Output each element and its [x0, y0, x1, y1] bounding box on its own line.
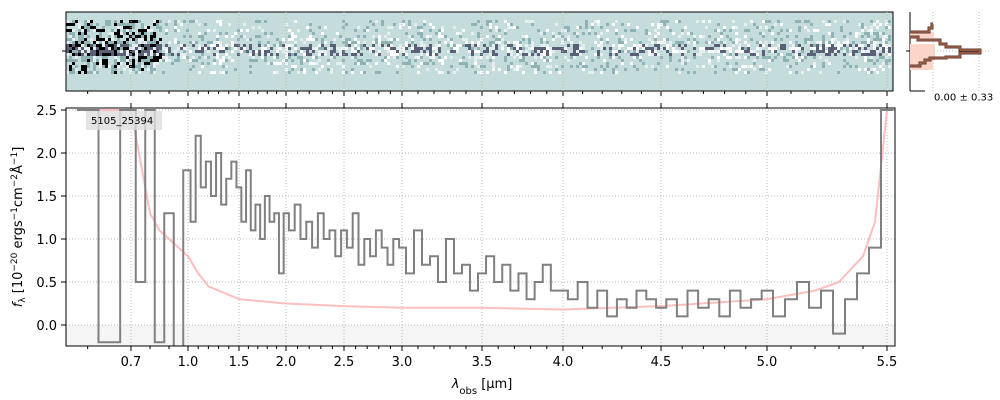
y-tick-label: 0.5 [36, 276, 57, 291]
x-tick-label: 5.0 [757, 355, 778, 370]
x-tick-label: 4.5 [651, 355, 672, 370]
main-plot: 5105_25394 0.7 1.0 1.5 2.0 2.5 3.0 3.5 4.0 4.5 5.… [10, 104, 897, 397]
2d-spectrum-panel [62, 11, 894, 108]
x-tick-label: 1.0 [178, 355, 199, 370]
x-tick-label: 4.0 [553, 355, 574, 370]
y-tick-label: 1.0 [36, 233, 57, 248]
x-tick-label: 1.5 [229, 355, 250, 370]
label-box [86, 111, 162, 130]
x-tick-label: 5.5 [877, 355, 898, 370]
profile-panel: 0.00 ± 0.33 [906, 12, 993, 103]
x-tick-label: 2.5 [334, 355, 355, 370]
y-tick-label: 2.0 [36, 147, 57, 162]
x-label-symbol: λ [451, 377, 460, 392]
y-tick-label: 2.5 [36, 104, 57, 119]
x-axis-label: λobs [μm] [451, 377, 513, 397]
x-label-subscript: obs [459, 386, 477, 397]
y-tick-label: 1.5 [36, 190, 57, 205]
x-tick-label: 2.0 [276, 355, 297, 370]
profile-label: 0.00 ± 0.33 [934, 92, 993, 103]
x-tick-label: 3.0 [392, 355, 413, 370]
object-label: 5105_25394 [91, 116, 153, 127]
negative-region-shade [66, 325, 895, 346]
main-frame [65, 107, 896, 347]
y-axis-label: fλ [10−20 ergs−1cm−2Å−1] [10, 147, 28, 308]
x-tick-label: 3.5 [472, 355, 493, 370]
y-tick-label: 0.0 [36, 319, 57, 334]
x-tick-label: 0.7 [121, 355, 142, 370]
x-label-unit: [μm] [477, 377, 512, 392]
flux-series [76, 109, 894, 346]
